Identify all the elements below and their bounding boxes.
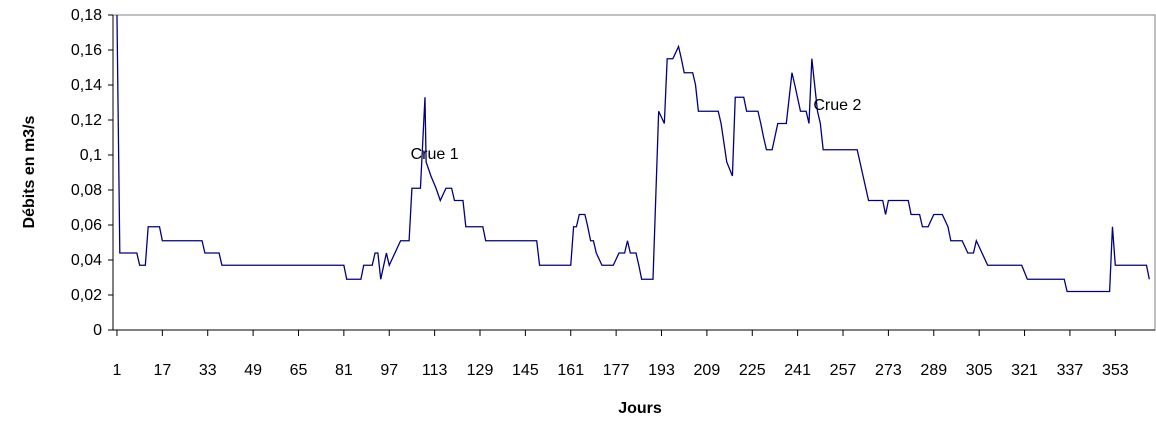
y-tick-label: 0,08: [71, 182, 102, 199]
data-line: [116, 14, 1150, 293]
x-tick-label: 113: [422, 362, 448, 379]
y-tick-label: 0,16: [71, 42, 102, 59]
x-tick-label: 321: [1011, 362, 1038, 379]
x-tick-label: 225: [739, 362, 766, 379]
x-tick-label: 65: [290, 362, 308, 379]
x-tick-label: 177: [603, 362, 630, 379]
x-tick-label: 273: [875, 362, 902, 379]
x-tick-label: 33: [199, 362, 217, 379]
y-tick-label: 0: [93, 322, 102, 339]
y-tick-label: 0,04: [71, 252, 102, 269]
x-tick-label: 337: [1057, 362, 1084, 379]
y-axis-label: Débits en m3/s: [21, 115, 38, 228]
x-tick-label: 353: [1102, 362, 1129, 379]
x-axis-label: Jours: [618, 400, 662, 417]
x-tick-label: 129: [467, 362, 494, 379]
x-tick-label: 241: [784, 362, 811, 379]
y-tick-label: 0,06: [71, 217, 102, 234]
x-tick-label: 305: [966, 362, 993, 379]
annotation: Crue 2: [813, 97, 861, 114]
x-tick-label: 17: [153, 362, 171, 379]
y-tick-label: 0,1: [80, 147, 102, 164]
y-tick-label: 0,02: [71, 287, 102, 304]
x-tick-label: 97: [380, 362, 398, 379]
annotation: Crue 1: [411, 146, 459, 163]
x-tick-label: 161: [557, 362, 584, 379]
plot-area: [112, 14, 1156, 331]
x-tick-label: 289: [920, 362, 947, 379]
y-tick-label: 0,14: [71, 77, 102, 94]
x-tick-label: 49: [244, 362, 262, 379]
x-tick-label: 145: [512, 362, 539, 379]
x-tick-label: 257: [830, 362, 857, 379]
x-tick-label: 209: [694, 362, 721, 379]
y-tick-label: 0,12: [71, 112, 102, 129]
x-tick-label: 193: [648, 362, 675, 379]
y-tick-label: 0,18: [71, 7, 102, 24]
x-tick-label: 1: [113, 362, 122, 379]
x-tick-label: 81: [335, 362, 353, 379]
